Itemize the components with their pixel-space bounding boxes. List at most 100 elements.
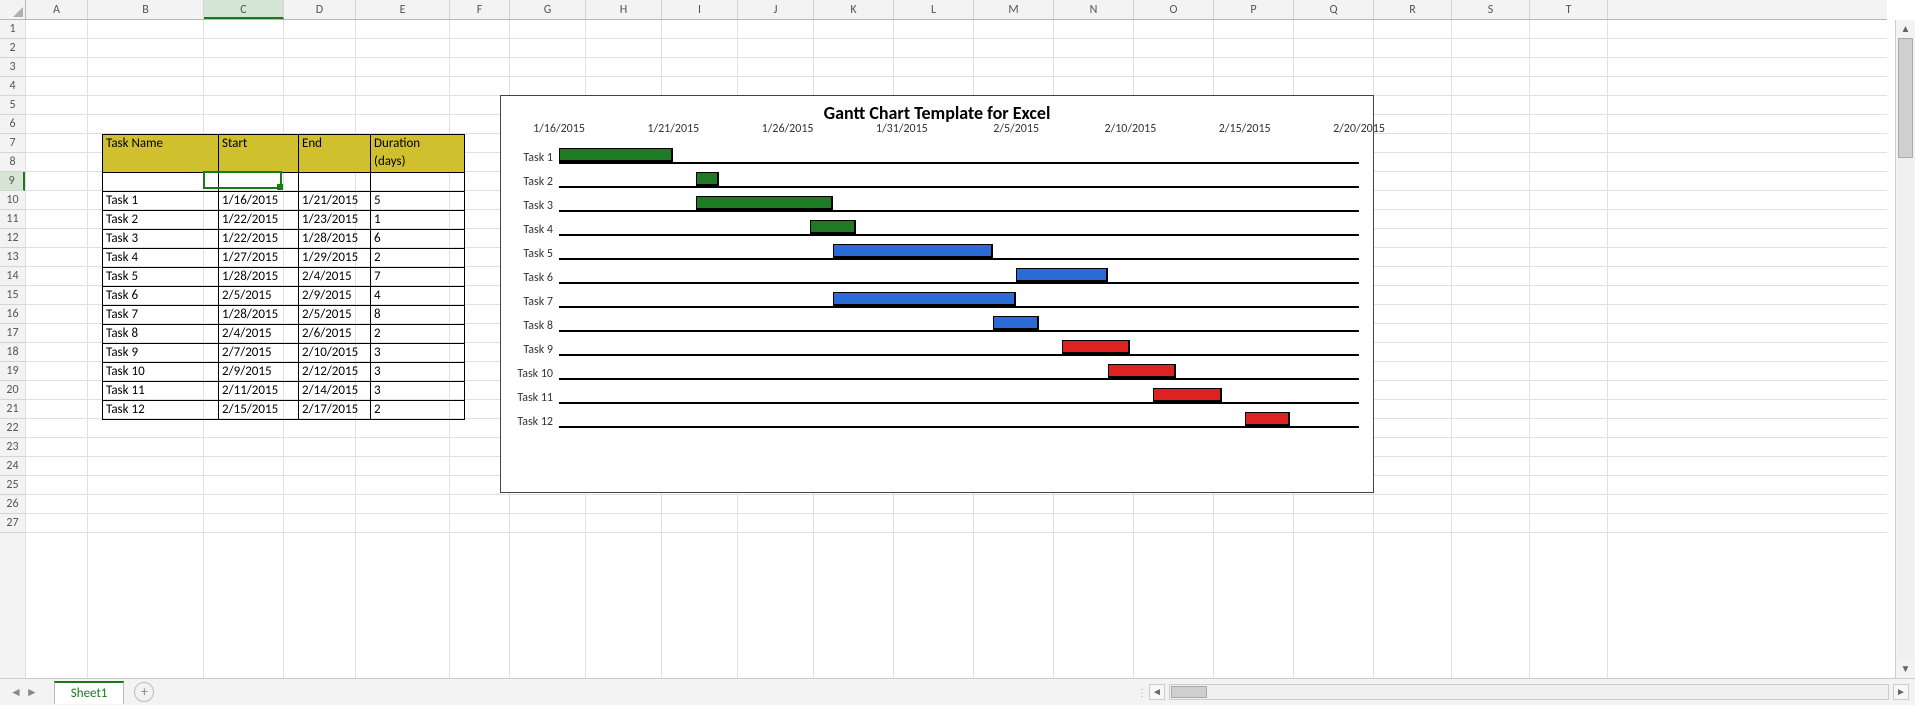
chart-bar[interactable]: [1245, 412, 1291, 426]
table-row[interactable]: Task 62/5/20152/9/20154: [103, 287, 465, 306]
column-header-H[interactable]: H: [586, 0, 662, 19]
column-headers[interactable]: ABCDEFGHIJKLMNOPQRST: [26, 0, 1887, 20]
column-header-I[interactable]: I: [662, 0, 738, 19]
row-header-23[interactable]: 23: [0, 438, 25, 457]
column-header-C[interactable]: C: [204, 0, 284, 19]
table-cell[interactable]: 2: [371, 249, 465, 268]
scroll-up-arrow[interactable]: ▲: [1896, 20, 1915, 38]
table-row[interactable]: Task 112/11/20152/14/20153: [103, 382, 465, 401]
table-cell[interactable]: 1/28/2015: [219, 268, 299, 287]
table-row[interactable]: Task 122/15/20152/17/20152: [103, 401, 465, 420]
table-row[interactable]: Task 41/27/20151/29/20152: [103, 249, 465, 268]
table-cell[interactable]: 2: [371, 401, 465, 420]
row-header-4[interactable]: 4: [0, 77, 25, 96]
chart-bar[interactable]: [559, 148, 673, 162]
table-cell[interactable]: 2/11/2015: [219, 382, 299, 401]
table-cell[interactable]: Task 10: [103, 363, 219, 382]
vscroll-thumb[interactable]: [1898, 38, 1913, 158]
column-header-Q[interactable]: Q: [1294, 0, 1374, 19]
table-cell[interactable]: 2/5/2015: [299, 306, 371, 325]
table-cell[interactable]: 2/12/2015: [299, 363, 371, 382]
chart-bar[interactable]: [1062, 340, 1131, 354]
row-headers[interactable]: 1234567891011121314151617181920212223242…: [0, 20, 26, 678]
chart-bar[interactable]: [1016, 268, 1107, 282]
column-header-P[interactable]: P: [1214, 0, 1294, 19]
row-header-2[interactable]: 2: [0, 39, 25, 58]
table-header[interactable]: Duration(days): [371, 135, 465, 173]
table-cell[interactable]: Task 5: [103, 268, 219, 287]
sheet-tab-active[interactable]: Sheet1: [54, 681, 125, 704]
table-row[interactable]: Task 31/22/20151/28/20156: [103, 230, 465, 249]
table-row[interactable]: Task 21/22/20151/23/20151: [103, 211, 465, 230]
table-cell[interactable]: 6: [371, 230, 465, 249]
row-header-5[interactable]: 5: [0, 96, 25, 115]
table-cell[interactable]: [371, 173, 465, 192]
vscroll-track[interactable]: [1898, 38, 1913, 660]
table-cell[interactable]: [219, 173, 299, 192]
table-cell[interactable]: 1/29/2015: [299, 249, 371, 268]
add-sheet-button[interactable]: +: [134, 682, 154, 702]
column-header-J[interactable]: J: [738, 0, 814, 19]
table-cell[interactable]: 2/10/2015: [299, 344, 371, 363]
row-header-10[interactable]: 10: [0, 191, 25, 210]
table-cell[interactable]: 8: [371, 306, 465, 325]
table-header[interactable]: End: [299, 135, 371, 173]
table-cell[interactable]: 3: [371, 344, 465, 363]
hscroll-left-arrow[interactable]: ◄: [1149, 684, 1165, 700]
row-header-6[interactable]: 6: [0, 115, 25, 134]
task-table[interactable]: Task NameStartEndDuration(days) Task 11/…: [102, 134, 465, 420]
table-cell[interactable]: Task 9: [103, 344, 219, 363]
gantt-chart[interactable]: Gantt Chart Template for Excel 1/16/2015…: [500, 95, 1374, 493]
row-header-17[interactable]: 17: [0, 324, 25, 343]
table-cell[interactable]: [103, 173, 219, 192]
column-header-K[interactable]: K: [814, 0, 894, 19]
column-header-T[interactable]: T: [1530, 0, 1608, 19]
table-cell[interactable]: Task 7: [103, 306, 219, 325]
chart-bar[interactable]: [833, 292, 1016, 306]
table-cell[interactable]: 2/14/2015: [299, 382, 371, 401]
table-header[interactable]: Start: [219, 135, 299, 173]
table-cell[interactable]: Task 8: [103, 325, 219, 344]
column-header-S[interactable]: S: [1452, 0, 1530, 19]
table-row[interactable]: Task 71/28/20152/5/20158: [103, 306, 465, 325]
table-cell[interactable]: Task 11: [103, 382, 219, 401]
row-header-20[interactable]: 20: [0, 381, 25, 400]
column-header-M[interactable]: M: [974, 0, 1054, 19]
row-header-13[interactable]: 13: [0, 248, 25, 267]
table-cell[interactable]: Task 4: [103, 249, 219, 268]
table-cell[interactable]: 1/22/2015: [219, 211, 299, 230]
tab-nav-buttons[interactable]: ◄ ►: [0, 685, 48, 700]
row-header-21[interactable]: 21: [0, 400, 25, 419]
table-cell[interactable]: [299, 173, 371, 192]
chart-bar[interactable]: [696, 196, 833, 210]
hscroll-track[interactable]: [1169, 684, 1889, 700]
chart-bar[interactable]: [993, 316, 1039, 330]
column-header-A[interactable]: A: [26, 0, 88, 19]
table-row[interactable]: Task 82/4/20152/6/20152: [103, 325, 465, 344]
table-cell[interactable]: 2/15/2015: [219, 401, 299, 420]
table-cell[interactable]: 2/9/2015: [299, 287, 371, 306]
table-cell[interactable]: 1/28/2015: [219, 306, 299, 325]
chart-bar[interactable]: [833, 244, 993, 258]
table-cell[interactable]: 2/4/2015: [299, 268, 371, 287]
table-row[interactable]: Task 102/9/20152/12/20153: [103, 363, 465, 382]
column-header-N[interactable]: N: [1054, 0, 1134, 19]
table-row[interactable]: Task 11/16/20151/21/20155: [103, 192, 465, 211]
row-header-8[interactable]: 8: [0, 153, 25, 172]
table-cell[interactable]: 1/21/2015: [299, 192, 371, 211]
table-cell[interactable]: Task 3: [103, 230, 219, 249]
table-cell[interactable]: 1/16/2015: [219, 192, 299, 211]
row-header-11[interactable]: 11: [0, 210, 25, 229]
table-cell[interactable]: 2/17/2015: [299, 401, 371, 420]
column-header-G[interactable]: G: [510, 0, 586, 19]
table-cell[interactable]: 1/28/2015: [299, 230, 371, 249]
cell-grid[interactable]: Task NameStartEndDuration(days) Task 11/…: [26, 20, 1887, 678]
vertical-scrollbar[interactable]: ▲ ▼: [1895, 20, 1915, 678]
table-row[interactable]: Task 92/7/20152/10/20153: [103, 344, 465, 363]
row-header-9[interactable]: 9: [0, 172, 25, 191]
tab-nav-next-icon[interactable]: ►: [26, 685, 38, 700]
table-cell[interactable]: Task 2: [103, 211, 219, 230]
chart-bar[interactable]: [1153, 388, 1222, 402]
table-cell[interactable]: 7: [371, 268, 465, 287]
column-header-L[interactable]: L: [894, 0, 974, 19]
